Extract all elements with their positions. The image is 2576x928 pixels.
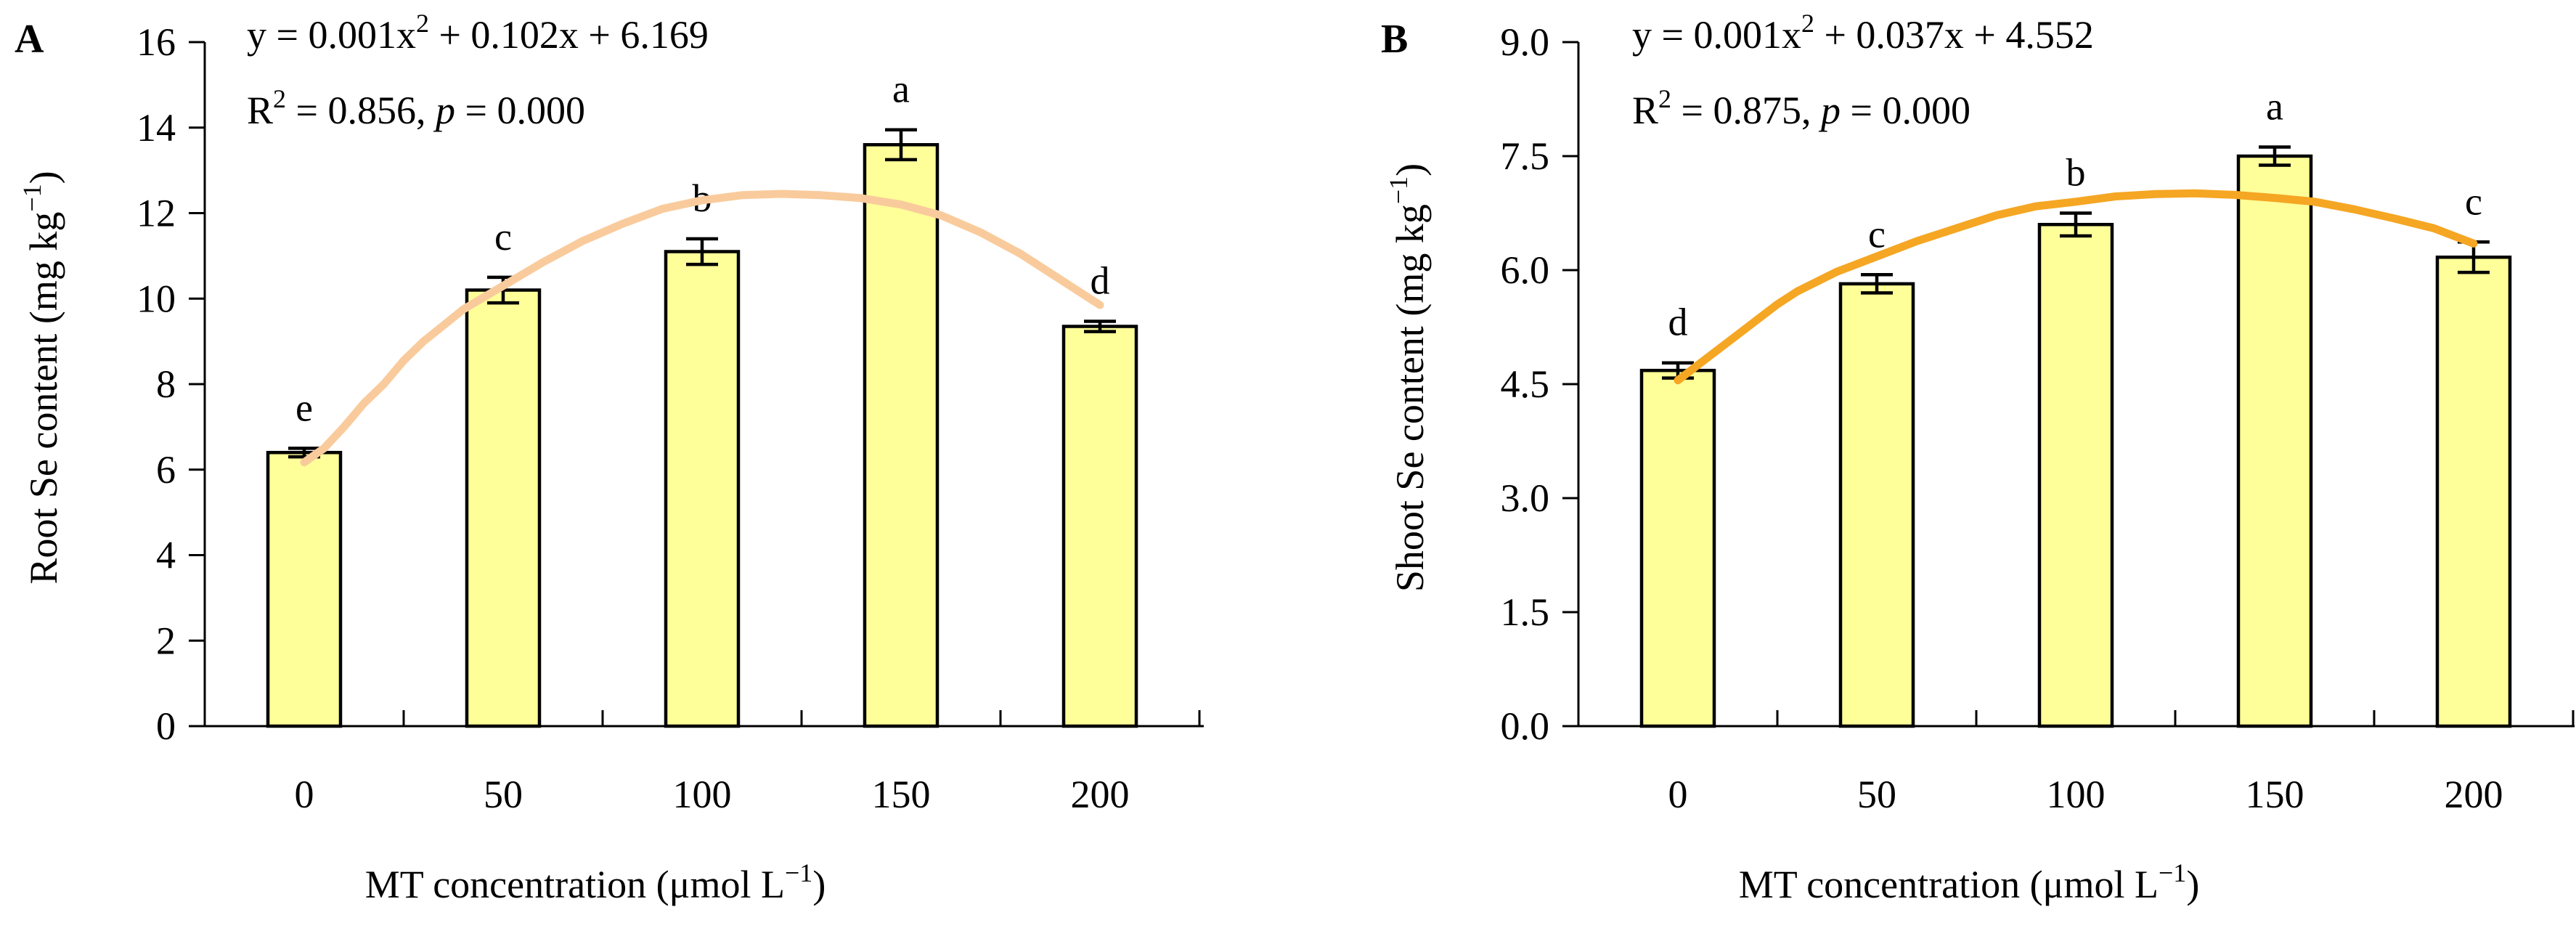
x-tick-label-a: 200 — [1071, 773, 1130, 816]
equation-b-post: + 0.037x + 4.552 — [1814, 13, 2094, 57]
y-axis-title-a-exp: −1 — [17, 184, 46, 211]
r2-a-p: p — [433, 89, 455, 132]
equation-b-pre: y = 0.001x — [1632, 13, 1801, 57]
x-axis-title-b: MT concentration (μmol L−1) — [1739, 858, 2200, 906]
fit-curve-b — [1674, 189, 2478, 385]
r2-a-post: = 0.856, — [286, 89, 436, 132]
sig-letter-b: b — [2066, 151, 2086, 195]
bar-b-200 — [2435, 255, 2512, 728]
x-tick-label-a: 50 — [484, 773, 523, 816]
fit-curve-a — [300, 190, 1104, 467]
y-tick-label-a: 4 — [156, 534, 176, 577]
x-axis-title-a: MT concentration (μmol L−1) — [365, 858, 826, 906]
sig-letter-a: c — [494, 215, 512, 259]
bar-b-100 — [2037, 222, 2114, 728]
y-axis-title-b: Shoot Se content (mg kg−1) — [1384, 163, 1432, 592]
x-tick-label-b: 100 — [2047, 773, 2106, 816]
sig-letter-b: d — [1668, 301, 1688, 344]
x-axis-title-b-close: ) — [2186, 863, 2199, 906]
y-axis-title-b-close: ) — [1388, 163, 1432, 176]
y-tick-label-b: 1.5 — [1501, 590, 1550, 634]
equation-a-post: + 0.102x + 6.169 — [429, 13, 709, 57]
y-tick-label-a: 14 — [136, 106, 176, 150]
x-tick-label-a: 150 — [872, 773, 931, 816]
x-axis-title-b-main: MT concentration (μmol L — [1739, 863, 2159, 906]
y-axis-title-a-main: Root Se content (mg kg — [22, 212, 65, 585]
y-tick-label-a: 8 — [156, 362, 176, 406]
equation-b-sup: 2 — [1801, 9, 1814, 38]
r2-b-p-post: = 0.000 — [1841, 89, 1970, 132]
y-tick-label-a: 0 — [156, 704, 176, 748]
y-tick-label-a: 6 — [156, 448, 176, 492]
y-tick-label-b: 3.0 — [1501, 476, 1550, 520]
y-tick-label-a: 2 — [156, 619, 176, 662]
y-tick-label-a: 16 — [136, 20, 176, 64]
y-axis-title-a-close: ) — [22, 171, 65, 184]
r2-b-p: p — [1818, 89, 1841, 132]
bar-b-0 — [1639, 368, 1716, 728]
x-tick-label-b: 150 — [2246, 773, 2304, 816]
x-tick-label-b: 50 — [1857, 773, 1896, 816]
y-tick-label-b: 7.5 — [1501, 134, 1550, 178]
bar-a-150 — [863, 143, 939, 728]
equation-a-sup: 2 — [416, 9, 429, 38]
sig-letter-a: a — [892, 68, 910, 111]
y-tick-label-b: 0.0 — [1501, 704, 1550, 748]
sig-letter-b: c — [2465, 179, 2482, 223]
equation-a: y = 0.001x2 + 0.102x + 6.169 — [247, 9, 709, 57]
r2-b-sup: 2 — [1658, 84, 1671, 113]
y-tick-label-b: 9.0 — [1501, 20, 1550, 64]
r2-b-post: = 0.875, — [1671, 89, 1821, 132]
sig-letter-b: c — [1868, 212, 1886, 256]
x-axis-title-b-exp: −1 — [2159, 858, 2186, 887]
r2-b-pre: R — [1632, 89, 1658, 132]
panel-b-shoot-se-chart: B Shoot Se content (mg kg−1) y = 0.001x2… — [1381, 9, 2575, 906]
x-axis-title-a-main: MT concentration (μmol L — [365, 863, 785, 906]
x-tick-label-a: 100 — [673, 773, 732, 816]
r2-a-sup: 2 — [273, 84, 286, 113]
equation-b: y = 0.001x2 + 0.037x + 4.552 — [1632, 9, 2094, 57]
panel-letter-a: A — [15, 17, 44, 62]
r2-a-pre: R — [247, 89, 273, 132]
panel-a-root-se-chart: A Root Se content (mg kg−1) y = 0.001x2 … — [15, 9, 1204, 906]
r2-a-p-post: = 0.000 — [455, 89, 585, 132]
y-axis-title-a: Root Se content (mg kg−1) — [17, 171, 65, 584]
sig-letter-a: e — [295, 386, 313, 429]
y-axis-title-b-exp: −1 — [1384, 176, 1413, 204]
sig-letter-a: d — [1091, 259, 1110, 302]
x-tick-label-b: 0 — [1668, 773, 1688, 816]
y-tick-label-a: 12 — [136, 192, 176, 235]
r2-a: R2 = 0.856, p = 0.000 — [247, 84, 585, 132]
sig-letter-b: a — [2266, 84, 2283, 128]
bar-b-150 — [2236, 154, 2313, 728]
bar-a-50 — [465, 288, 542, 728]
bar-a-0 — [266, 450, 343, 728]
y-tick-label-b: 6.0 — [1501, 248, 1550, 292]
x-axis-title-a-close: ) — [812, 863, 826, 906]
r2-b: R2 = 0.875, p = 0.000 — [1632, 84, 1970, 132]
x-tick-label-b: 200 — [2445, 773, 2503, 816]
y-tick-label-a: 10 — [136, 277, 176, 320]
y-tick-label-b: 4.5 — [1501, 362, 1550, 406]
x-axis-title-a-exp: −1 — [785, 858, 812, 887]
panel-letter-b: B — [1381, 17, 1408, 62]
bar-a-100 — [664, 250, 741, 728]
bar-b-50 — [1838, 282, 1915, 728]
x-tick-label-a: 0 — [295, 773, 314, 816]
bar-a-200 — [1061, 325, 1138, 728]
equation-a-pre: y = 0.001x — [247, 13, 416, 57]
y-axis-title-b-main: Shoot Se content (mg kg — [1388, 204, 1432, 592]
